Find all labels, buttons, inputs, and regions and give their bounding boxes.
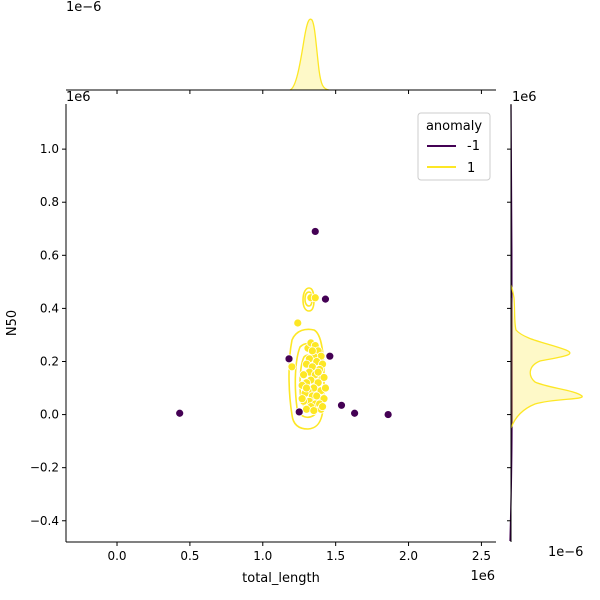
scatter-point-anomaly [175,408,185,418]
y-tick-label: 0.6 [40,248,59,262]
x-axis-offset-label: 1e6 [470,569,495,584]
right-marginal-offset-label: 1e−6 [548,545,583,560]
right-marginal-normal-density-fill [511,298,583,428]
y-axis-ticks: −0.4 −0.2 0.0 0.2 0.4 0.6 0.8 1.0 [30,142,66,528]
right-marginal-normal-density-line [510,284,583,429]
y-axis-offset-label: 1e6 [66,90,91,105]
scatter-point-anomaly [350,408,360,418]
scatter-points [175,227,393,419]
scatter-point-normal [302,404,311,414]
scatter-point-anomaly [383,410,393,419]
scatter-point-normal [293,318,303,328]
scatter-point-normal [287,362,297,372]
y-tick-label: 0.4 [40,301,59,315]
x-axis-ticks: 0.0 0.5 1.0 1.5 2.0 2.5 [107,542,491,563]
x-tick-label: 2.5 [472,549,491,563]
y-tick-label: 1.0 [40,142,59,156]
top-marginal-density-line [289,18,330,91]
legend-label-normal: 1 [467,161,475,176]
scatter-point-normal [299,370,308,380]
right-marginal-axes: 1e6 1e−6 [507,90,583,560]
x-tick-label: 2.0 [399,549,418,563]
scatter-point-normal [309,406,319,416]
x-tick-label: 1.0 [253,549,272,563]
scatter-point-normal [310,293,320,303]
scatter-point-anomaly [310,227,320,236]
legend: anomaly -1 1 [417,112,491,181]
y-axis-label: N50 [5,310,20,336]
top-marginal-axes: 1e−6 [66,0,496,94]
y-tick-label: 0.8 [40,195,59,209]
legend-title: anomaly [426,119,482,134]
scatter-point-normal [321,383,330,393]
right-marginal-top-label: 1e6 [512,90,537,105]
scatter-point-normal [312,391,322,401]
kde-contour-outer [288,328,325,430]
top-marginal-ticks [116,90,482,94]
scatter-point-anomaly [284,354,294,364]
scatter-point-normal [318,402,327,412]
scatter-point-anomaly [337,400,346,410]
scatter-point-anomaly [325,351,335,361]
scatter-point-normal [313,367,323,377]
y-tick-label: −0.2 [30,461,59,475]
x-tick-label: 1.5 [326,549,345,563]
scatter-point-normal [307,346,317,356]
x-tick-label: 0.5 [180,549,199,563]
scatter-point-normal [319,373,329,382]
y-tick-label: −0.4 [30,514,59,528]
scatter-point-anomaly [321,294,330,304]
joint-axes: 0.0 0.5 1.0 1.5 2.0 2.5 −0.4 −0.2 0.0 0.2 0.4 0.6 0… [5,90,496,586]
scatter-point-anomaly [294,407,304,417]
legend-label-anomaly: -1 [467,139,480,154]
x-axis-label: total_length [242,571,320,586]
x-tick-label: 0.0 [107,549,126,563]
right-marginal-ticks [507,148,511,522]
scatter-point-normal [297,394,307,404]
y-tick-label: 0.0 [40,408,59,422]
top-marginal-offset-label: 1e−6 [66,0,101,15]
scatter-point-normal [302,383,311,393]
y-tick-label: 0.2 [40,354,59,368]
